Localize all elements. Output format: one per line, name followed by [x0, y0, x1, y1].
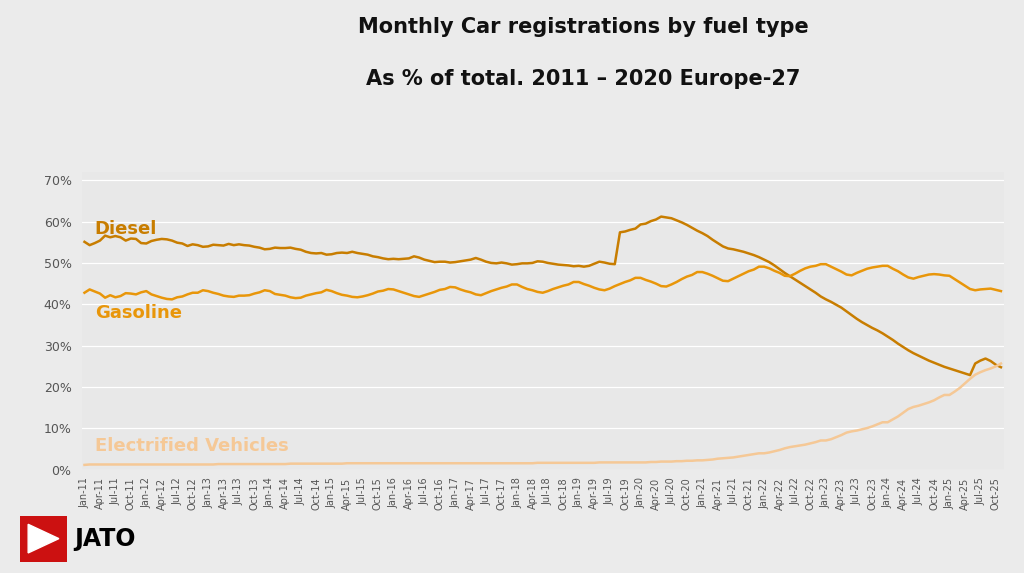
Polygon shape — [29, 524, 58, 553]
Text: Monthly Car registrations by fuel type: Monthly Car registrations by fuel type — [358, 17, 809, 37]
Bar — [20, 516, 67, 562]
Text: Gasoline: Gasoline — [95, 304, 182, 323]
Text: As % of total. 2011 – 2020 Europe-27: As % of total. 2011 – 2020 Europe-27 — [367, 69, 801, 89]
Text: Electrified Vehicles: Electrified Vehicles — [95, 437, 289, 455]
Text: JATO: JATO — [74, 527, 136, 551]
Text: Diesel: Diesel — [95, 220, 157, 238]
